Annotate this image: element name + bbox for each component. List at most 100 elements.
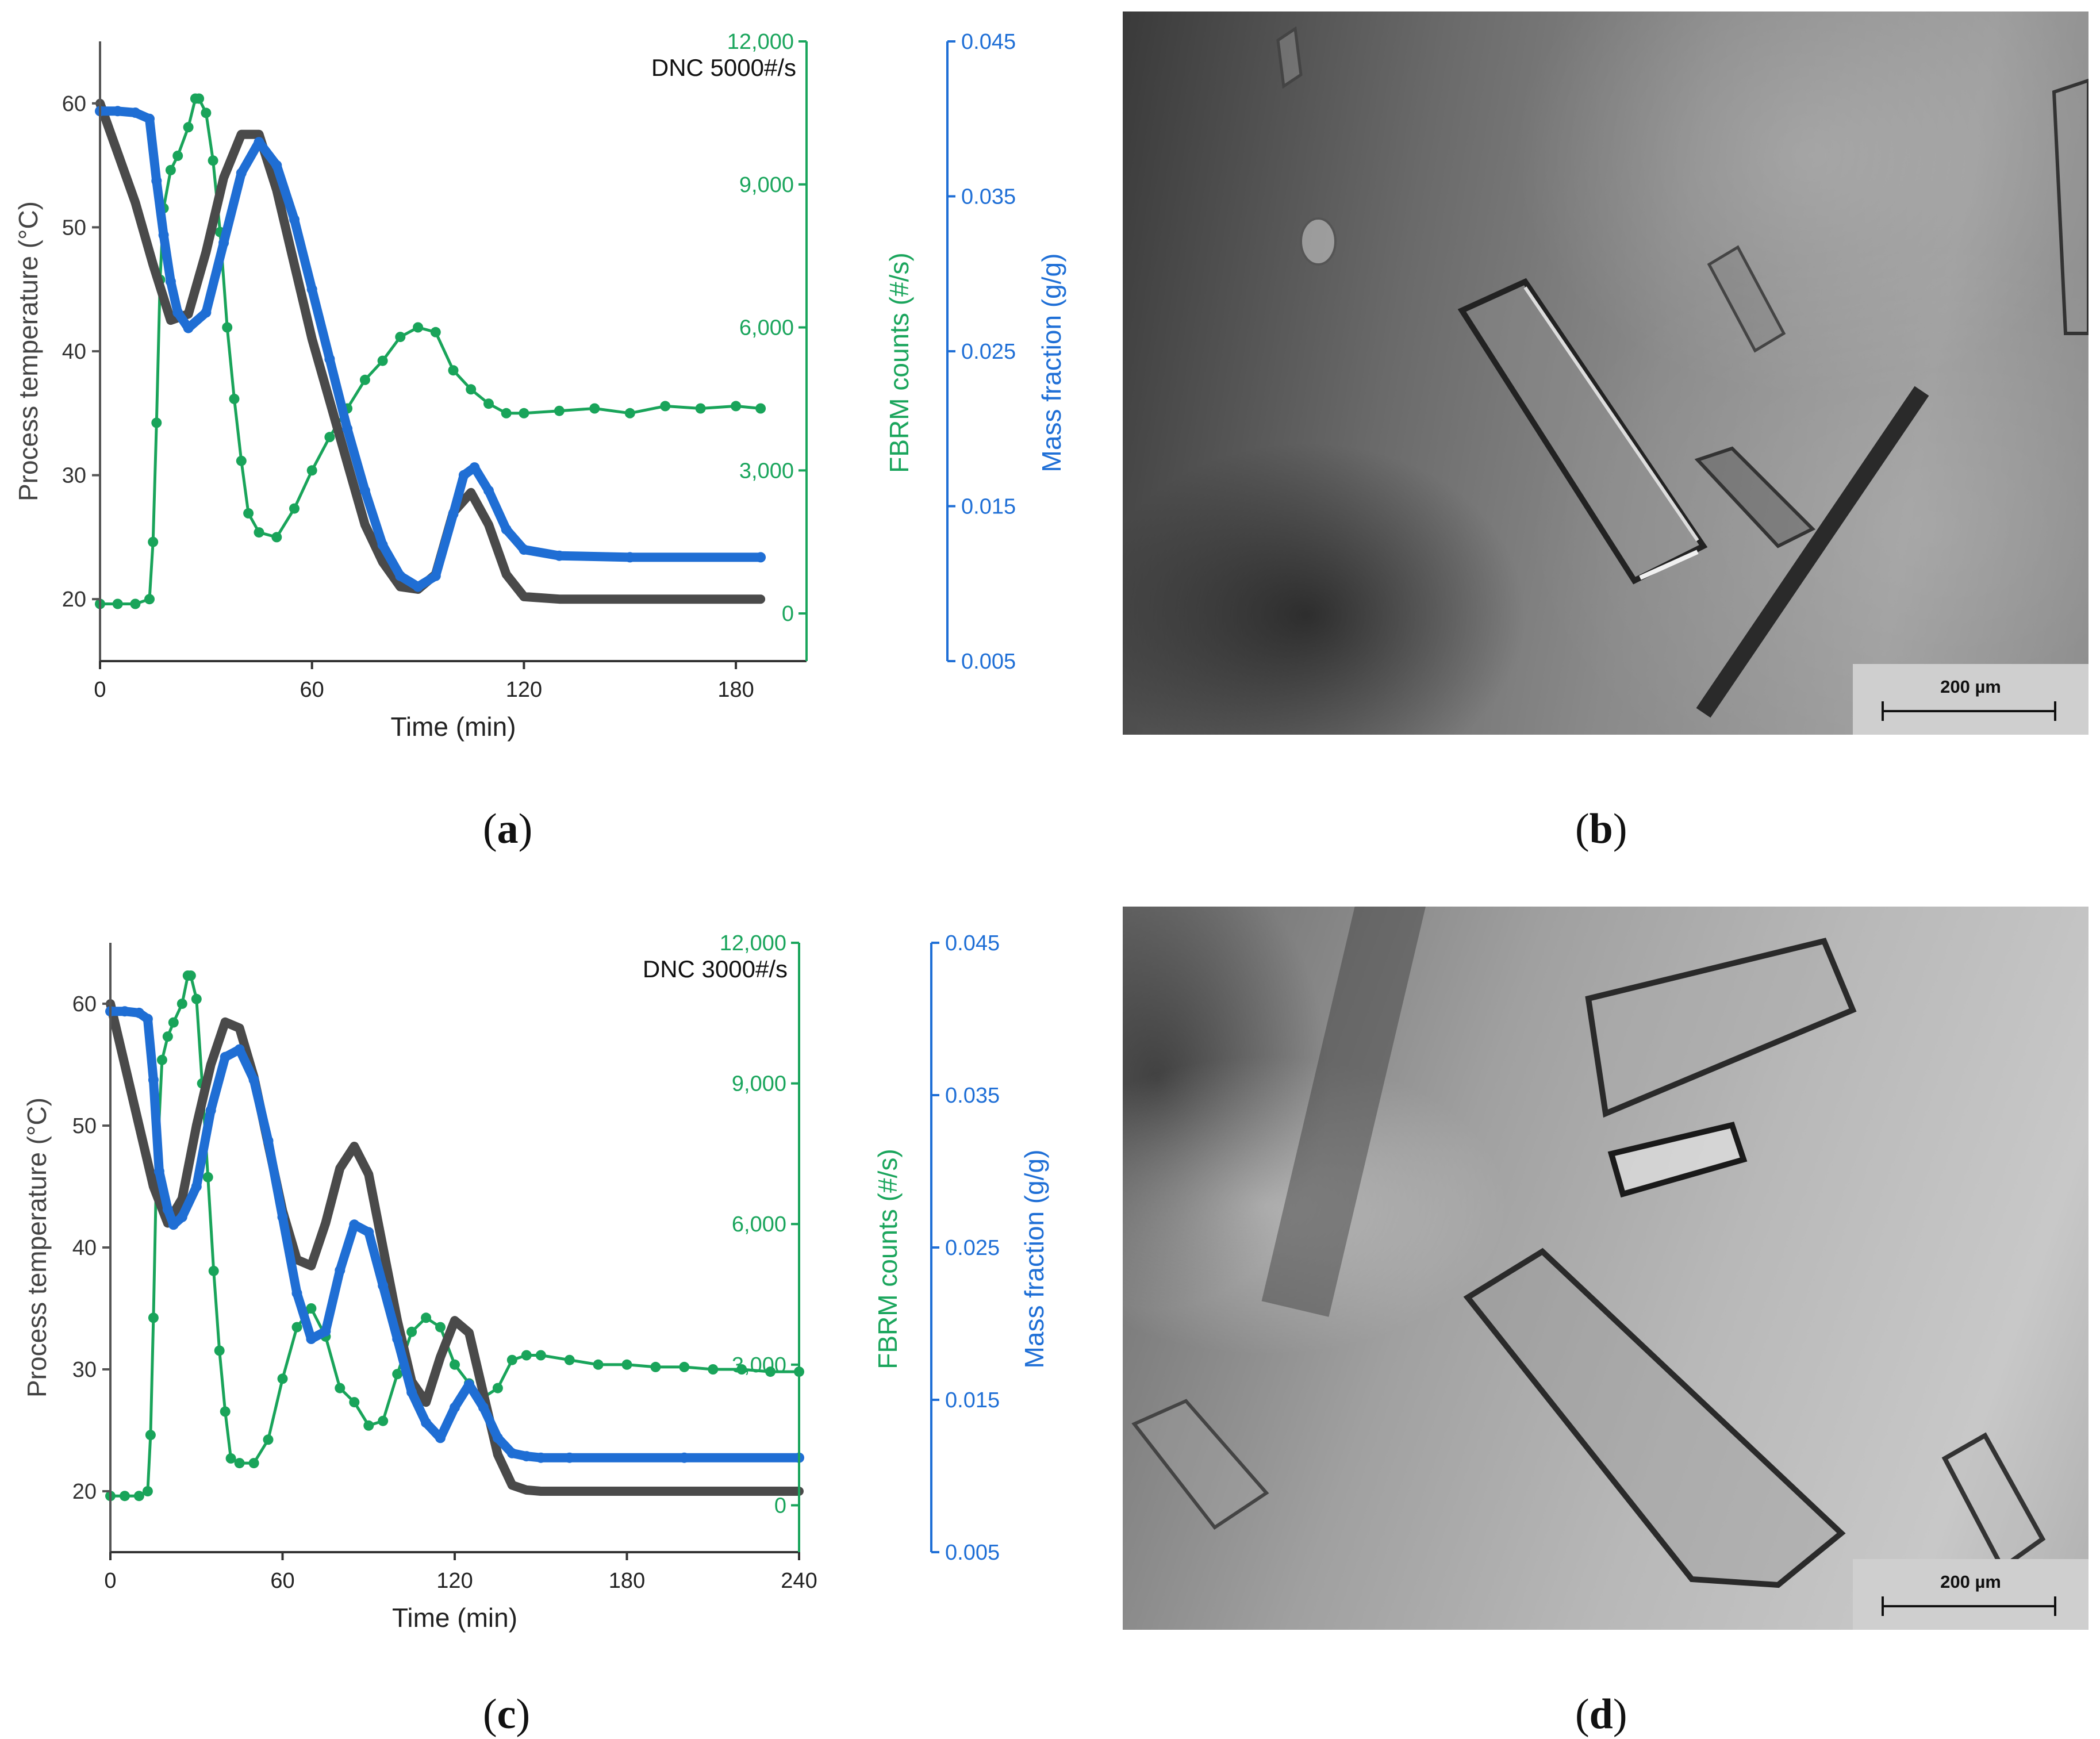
fbrm-point xyxy=(392,1369,403,1380)
y1-tick-label: 60 xyxy=(62,92,86,116)
y2-tick-label: 0 xyxy=(782,602,794,626)
fbrm-point xyxy=(254,527,264,538)
mass-point xyxy=(271,160,282,171)
mass-point xyxy=(501,524,512,535)
fbrm-point xyxy=(185,970,196,981)
fbrm-point xyxy=(377,355,388,366)
micrograph-d: 200 µm xyxy=(1123,907,2089,1630)
mass-point xyxy=(291,1288,302,1299)
y1-tick-label: 40 xyxy=(62,340,86,364)
mass-point xyxy=(421,1417,432,1428)
fbrm-point xyxy=(483,398,494,409)
mass-point xyxy=(349,1219,360,1230)
fbrm-point xyxy=(554,405,565,416)
fbrm-point xyxy=(363,1420,374,1431)
fbrm-point xyxy=(168,1017,179,1028)
x-tick-label: 60 xyxy=(270,1569,294,1593)
x-axis-title: Time (min) xyxy=(390,712,516,742)
fbrm-point xyxy=(695,403,706,414)
mass-point xyxy=(130,108,141,118)
fbrm-point xyxy=(291,1322,302,1333)
mass-point xyxy=(205,1105,216,1116)
mass-point xyxy=(201,307,212,318)
fbrm-point xyxy=(208,155,218,166)
fbrm-point xyxy=(349,1397,360,1408)
x-axis-title: Time (min) xyxy=(392,1603,517,1633)
mass-point xyxy=(324,354,335,364)
mass-point xyxy=(506,1448,517,1458)
fbrm-point xyxy=(755,403,766,414)
chart-a: 20 30 40 50 60 0 60 120 180 Time (min) Process tem… xyxy=(13,30,1066,742)
fbrm-point xyxy=(144,594,155,605)
fbrm-point xyxy=(430,327,441,337)
mass-point xyxy=(450,1402,460,1413)
mass-point xyxy=(335,1265,345,1276)
mass-point xyxy=(378,1280,389,1291)
fbrm-point xyxy=(225,1453,236,1464)
y1-tick-label: 20 xyxy=(72,1480,97,1504)
scale-bar-line-d xyxy=(1883,1605,2055,1607)
mass-point xyxy=(144,113,155,124)
fbrm-point xyxy=(624,408,635,419)
mass-series-line xyxy=(95,106,766,592)
fbrm-point xyxy=(506,1354,517,1365)
fbrm-point xyxy=(765,1366,776,1377)
scale-bar-tick-left-d xyxy=(1882,1596,1884,1616)
fbrm-point xyxy=(263,1434,274,1445)
fbrm-point xyxy=(660,401,671,412)
mass-point xyxy=(458,470,469,481)
fbrm-point xyxy=(194,93,205,104)
mass-point xyxy=(120,1006,130,1017)
fbrm-point xyxy=(413,322,424,333)
fbrm-point xyxy=(120,1491,130,1502)
fbrm-point xyxy=(593,1359,604,1370)
y2-tick-label: 12,000 xyxy=(727,30,794,54)
x-tick-label: 180 xyxy=(717,678,754,702)
fbrm-point xyxy=(208,1265,219,1276)
fbrm-point xyxy=(621,1359,632,1370)
x-tick-label: 120 xyxy=(436,1569,473,1593)
x-tick-label: 0 xyxy=(104,1569,116,1593)
fbrm-point xyxy=(466,384,477,395)
y2-tick-label: 3,000 xyxy=(732,1353,786,1377)
mass-point xyxy=(430,570,441,581)
mass-point xyxy=(392,1334,403,1344)
y1-tick-label: 50 xyxy=(62,216,86,240)
y3-tick-label: 0.025 xyxy=(945,1236,1000,1260)
mass-point xyxy=(263,1135,274,1146)
panel-label-c: (c) xyxy=(483,1691,531,1738)
fbrm-point xyxy=(450,1359,460,1370)
mass-point xyxy=(306,1334,317,1344)
y1-axis-title: Process temperature (°C) xyxy=(13,201,43,501)
fbrm-point xyxy=(521,1350,532,1361)
fbrm-point xyxy=(130,598,141,609)
fbrm-point xyxy=(395,332,406,343)
mass-point xyxy=(168,1219,179,1230)
y2-tick-label: 3,000 xyxy=(739,459,794,483)
fbrm-point xyxy=(708,1364,719,1375)
temperature-series-line xyxy=(106,999,804,1496)
fbrm-point xyxy=(156,1054,167,1065)
scale-bar-b: 200 µm xyxy=(1853,664,2089,735)
mass-point xyxy=(220,1051,231,1062)
fbrm-point xyxy=(151,417,162,428)
fbrm-point xyxy=(564,1354,575,1365)
y3-axis-title: Mass fraction (g/g) xyxy=(1019,1150,1049,1369)
mass-point xyxy=(148,1074,159,1085)
fbrm-point xyxy=(162,1031,173,1042)
fbrm-point xyxy=(112,598,123,609)
fbrm-point xyxy=(183,122,194,133)
temperature-series-line xyxy=(95,98,766,604)
mass-point xyxy=(564,1452,575,1463)
y1-tick-label: 50 xyxy=(72,1114,97,1138)
y1-tick-label: 40 xyxy=(72,1236,97,1260)
y3-tick-label: 0.005 xyxy=(945,1541,1000,1565)
fbrm-point xyxy=(145,1430,156,1441)
fbrm-point xyxy=(133,1491,144,1502)
panel-label-b: (b) xyxy=(1575,805,1627,853)
fbrm-point xyxy=(176,999,187,1009)
mass-point xyxy=(151,175,162,186)
mass-point xyxy=(363,1227,374,1238)
x-tick-label: 60 xyxy=(300,678,324,702)
fbrm-point xyxy=(535,1350,546,1361)
